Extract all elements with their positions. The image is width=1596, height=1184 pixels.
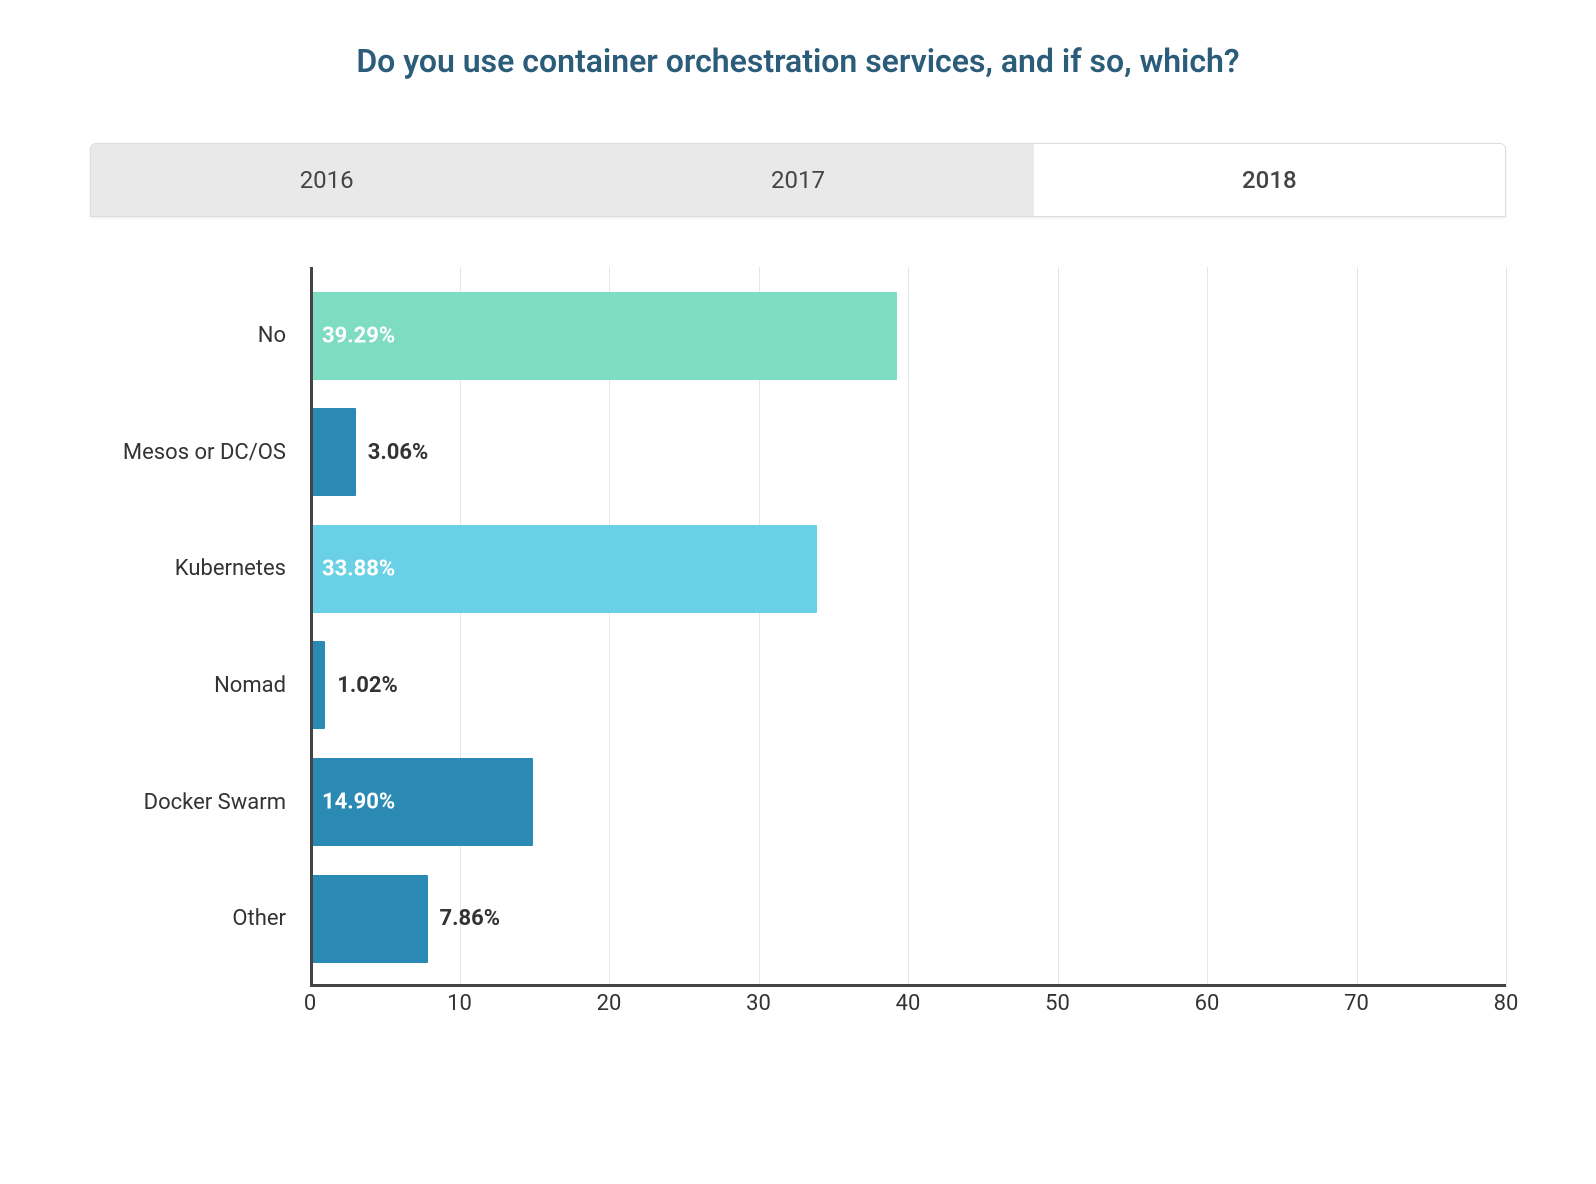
- x-tick-label: 0: [304, 991, 316, 1016]
- bar: [310, 875, 428, 963]
- bar: 39.29%: [310, 292, 897, 380]
- bar-row: Nomad1.02%: [310, 641, 1506, 729]
- x-ticks: 01020304050607080: [310, 991, 1506, 1031]
- category-label: No: [78, 323, 298, 348]
- x-tick-label: 60: [1195, 991, 1220, 1016]
- gridline: [1506, 267, 1507, 987]
- bar: 33.88%: [310, 525, 817, 613]
- chart-title: Do you use container orchestration servi…: [298, 40, 1298, 83]
- bar-row: Docker Swarm14.90%: [310, 758, 1506, 846]
- bar-row: Mesos or DC/OS3.06%: [310, 408, 1506, 496]
- bar-value-label: 39.29%: [322, 323, 395, 348]
- y-axis-line: [310, 267, 313, 987]
- x-tick-label: 40: [896, 991, 921, 1016]
- bar-row: No39.29%: [310, 292, 1506, 380]
- x-tick-label: 70: [1344, 991, 1369, 1016]
- x-tick-label: 20: [597, 991, 622, 1016]
- bar: 14.90%: [310, 758, 533, 846]
- plot-area: No39.29% Mesos or DC/OS3.06% Kubernetes33.…: [310, 267, 1506, 1047]
- x-tick-label: 10: [447, 991, 472, 1016]
- x-tick-label: 80: [1494, 991, 1519, 1016]
- category-label: Mesos or DC/OS: [78, 440, 298, 465]
- bar-value-label: 1.02%: [337, 673, 398, 698]
- category-label: Kubernetes: [78, 556, 298, 581]
- category-label: Other: [78, 906, 298, 931]
- year-tabs: 201620172018: [90, 143, 1506, 217]
- tab-2016[interactable]: 2016: [91, 144, 562, 216]
- tab-2017[interactable]: 2017: [562, 144, 1033, 216]
- x-axis-line: [310, 984, 1506, 987]
- chart-container: No39.29% Mesos or DC/OS3.06% Kubernetes33.…: [90, 267, 1506, 1047]
- bar-row: Kubernetes33.88%: [310, 525, 1506, 613]
- category-label: Nomad: [78, 673, 298, 698]
- x-tick-label: 30: [746, 991, 771, 1016]
- bar-value-label: 3.06%: [368, 440, 429, 465]
- category-label: Docker Swarm: [78, 790, 298, 815]
- bar-value-label: 33.88%: [322, 556, 395, 581]
- bar-value-label: 14.90%: [322, 790, 395, 815]
- bar-value-label: 7.86%: [440, 906, 501, 931]
- x-tick-label: 50: [1045, 991, 1070, 1016]
- bar-row: Other7.86%: [310, 875, 1506, 963]
- tab-2018[interactable]: 2018: [1034, 144, 1505, 216]
- grid-area: No39.29% Mesos or DC/OS3.06% Kubernetes33.…: [310, 267, 1506, 987]
- bars-container: No39.29% Mesos or DC/OS3.06% Kubernetes33.…: [310, 277, 1506, 977]
- bar: [310, 408, 356, 496]
